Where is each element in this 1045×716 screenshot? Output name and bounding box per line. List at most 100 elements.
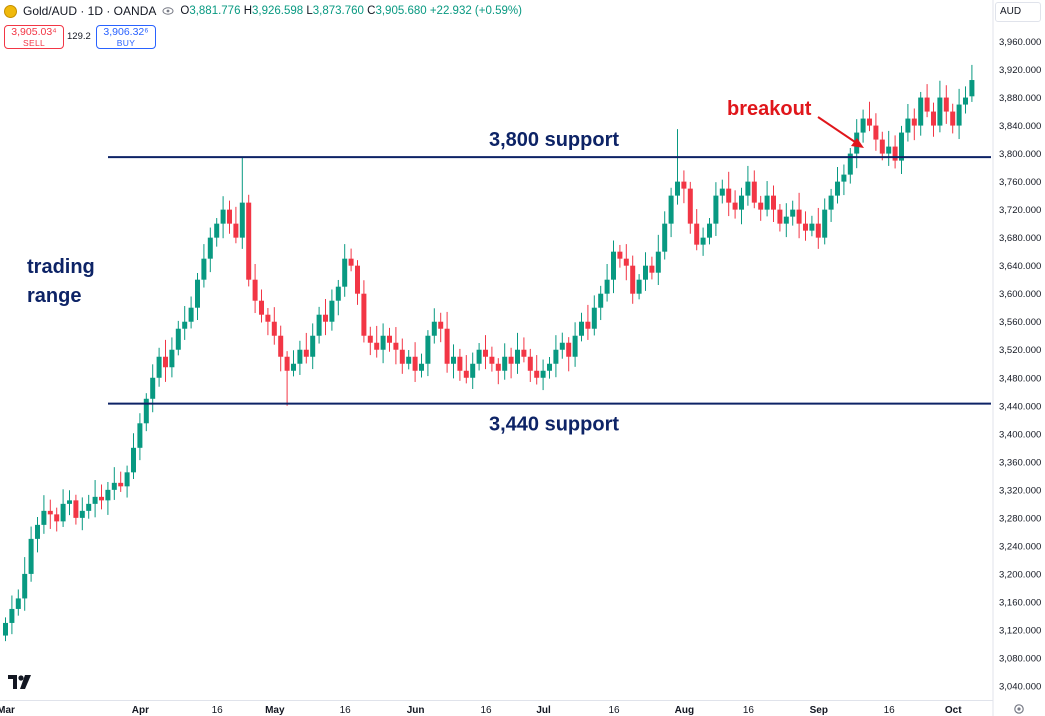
price-tick-label: 3,440.000 xyxy=(999,401,1041,412)
breakout-arrow xyxy=(817,116,859,145)
candle xyxy=(214,218,220,247)
price-tick-label: 3,760.000 xyxy=(999,177,1041,188)
candle xyxy=(649,256,655,280)
support-lines[interactable]: 3,800 support 3,440 support xyxy=(108,129,991,436)
candle xyxy=(419,353,424,378)
settings-icon[interactable] xyxy=(1013,703,1025,715)
candle xyxy=(195,272,200,321)
candle xyxy=(323,299,328,336)
candle xyxy=(899,125,904,175)
candle xyxy=(662,211,668,260)
price-tick-label: 3,160.000 xyxy=(999,597,1041,608)
candle xyxy=(73,494,79,525)
price-tick-label: 3,840.000 xyxy=(999,121,1041,132)
price-tick-label: 3,520.000 xyxy=(999,345,1041,356)
candle xyxy=(470,352,476,389)
tradingview-logo-icon[interactable] xyxy=(8,675,32,689)
candle xyxy=(431,308,437,344)
candle xyxy=(579,312,584,342)
candle xyxy=(399,338,405,374)
price-tick-label: 3,480.000 xyxy=(999,373,1041,384)
candle xyxy=(35,517,40,553)
buy-label: BUY xyxy=(116,38,136,48)
time-axis[interactable]: Mar Apr 16 May 16 Jun 16 Jul 16 Aug 16 Sep 16 Oct xyxy=(0,700,993,716)
candle xyxy=(559,332,565,359)
candle xyxy=(732,190,738,219)
annotation-breakout: breakout xyxy=(727,98,812,120)
candle xyxy=(879,131,885,161)
spread-value: 129.2 xyxy=(67,31,91,42)
breakout-arrow-head xyxy=(851,138,864,148)
gold-coin-icon xyxy=(4,4,17,18)
sell-label: SELL xyxy=(23,38,45,48)
candle xyxy=(361,280,367,343)
price-tick-label: 3,400.000 xyxy=(999,429,1041,440)
candle xyxy=(284,351,290,406)
candle xyxy=(719,179,725,204)
candle xyxy=(483,335,488,370)
time-tick-label: Jul xyxy=(536,705,551,716)
time-tick-label: Oct xyxy=(945,705,962,716)
candle xyxy=(694,209,700,251)
candle xyxy=(815,207,821,249)
candle xyxy=(508,347,514,379)
candle xyxy=(809,215,815,237)
price-tick-label: 3,720.000 xyxy=(999,205,1041,216)
candle xyxy=(457,348,463,381)
symbol-title[interactable]: Gold/AUD · 1D · OANDA xyxy=(23,4,157,18)
eye-icon[interactable] xyxy=(162,5,174,17)
candle xyxy=(841,164,847,196)
candle xyxy=(655,234,661,286)
candle xyxy=(534,355,540,385)
candle xyxy=(687,181,693,234)
candle xyxy=(86,494,92,519)
candle xyxy=(630,255,636,304)
candle xyxy=(9,595,15,635)
candle xyxy=(873,113,879,151)
candle xyxy=(175,320,181,356)
currency-selector[interactable]: AUD xyxy=(995,2,1041,22)
candle xyxy=(278,325,284,372)
candle xyxy=(335,279,341,316)
candle xyxy=(67,490,72,516)
candle xyxy=(444,311,450,373)
candle xyxy=(828,188,834,222)
candle xyxy=(207,227,213,273)
candle xyxy=(118,471,124,492)
candle xyxy=(950,103,956,134)
time-tick-label: Sep xyxy=(810,705,828,716)
candle xyxy=(239,157,245,249)
candle xyxy=(15,589,21,616)
candle xyxy=(527,348,533,382)
annotations: trading range breakout xyxy=(27,98,864,307)
price-axis[interactable]: 3,040.000 3,080.000 3,120.000 3,160.000 3,20… xyxy=(992,0,1041,716)
candle xyxy=(143,393,149,432)
price-tick-label: 3,800.000 xyxy=(999,149,1041,160)
candle xyxy=(246,194,252,287)
candle xyxy=(969,64,975,102)
price-tick-label: 3,360.000 xyxy=(999,457,1041,468)
candle xyxy=(329,289,335,331)
candle xyxy=(150,364,156,413)
annotation-range: range xyxy=(27,285,81,307)
time-tick-label: 16 xyxy=(608,705,620,716)
price-tick-label: 3,560.000 xyxy=(999,317,1041,328)
candle xyxy=(835,167,840,204)
candle xyxy=(220,196,226,239)
candle xyxy=(751,170,757,209)
candle xyxy=(412,342,418,382)
candle xyxy=(131,433,136,480)
sell-button[interactable]: 3,905.03⁴ SELL xyxy=(4,25,64,49)
candle xyxy=(937,80,943,133)
price-tick-label: 3,320.000 xyxy=(999,485,1041,496)
candle xyxy=(598,285,604,321)
time-tick-label: 16 xyxy=(340,705,352,716)
price-tick-label: 3,920.000 xyxy=(999,65,1041,76)
candle xyxy=(931,102,936,137)
candle xyxy=(111,467,117,500)
buy-button[interactable]: 3,906.32⁶ BUY xyxy=(96,25,156,49)
price-tick-label: 3,600.000 xyxy=(999,289,1041,300)
time-tick-label: 16 xyxy=(212,705,224,716)
candle xyxy=(963,86,968,114)
